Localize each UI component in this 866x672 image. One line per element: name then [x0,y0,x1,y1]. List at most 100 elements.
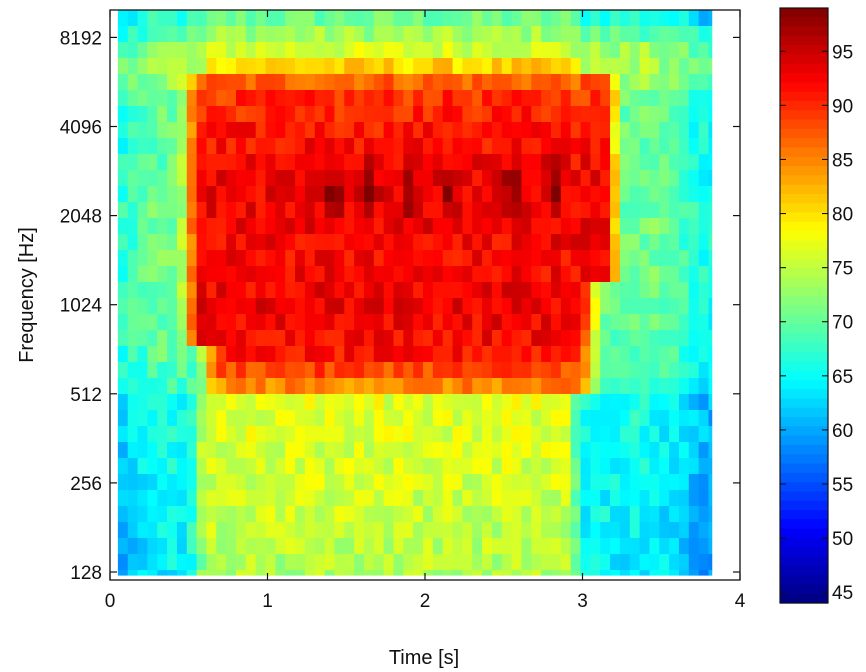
heatmap-cell [265,538,276,555]
heatmap-cell [531,458,542,475]
heatmap-cell [491,74,503,91]
heatmap-cell [206,378,217,395]
heatmap-cell [669,538,680,555]
heatmap-cell [137,394,148,411]
heatmap-cell [708,426,713,443]
heatmap-cell [659,458,670,475]
heatmap-cell [432,122,444,139]
heatmap-cell [472,106,483,123]
heatmap-cell [560,58,572,75]
heatmap-cell [482,74,493,91]
heatmap-cell [383,570,395,576]
heatmap-cell [403,298,414,315]
heatmap-cell [127,426,139,443]
heatmap-cell [285,266,296,283]
heatmap-cell [275,42,286,59]
heatmap-cell [472,394,483,411]
heatmap-cell [649,346,660,363]
heatmap-cell [137,10,148,27]
heatmap-cell [196,186,208,203]
heatmap-cell [442,394,454,411]
heatmap-cell [226,330,237,347]
heatmap-cell [196,266,208,283]
heatmap-cell [698,266,710,283]
heatmap-cell [206,282,217,299]
heatmap-cell [265,202,276,219]
heatmap-cell [354,106,365,123]
heatmap-cell [423,58,434,75]
heatmap-cell [511,138,523,155]
heatmap-cell [295,474,306,491]
heatmap-cell [363,218,375,235]
colorbar-segment [780,286,828,297]
heatmap-cell [600,106,611,123]
heatmap-cell [452,10,463,27]
heatmap-cell [354,314,365,331]
heatmap-cell [354,506,365,523]
heatmap-cell [127,138,139,155]
heatmap-cell [245,522,257,539]
heatmap-cell [393,474,404,491]
heatmap-cell [216,506,227,523]
heatmap-cell [639,378,651,395]
heatmap-cell [501,298,513,315]
heatmap-cell [403,202,414,219]
heatmap-cell [196,282,208,299]
heatmap-cell [176,298,188,315]
heatmap-cell [659,506,670,523]
heatmap-cell [649,42,660,59]
heatmap-cell [255,218,267,235]
heatmap-cell [304,298,316,315]
heatmap-cell [216,250,227,267]
heatmap-cell [344,394,355,411]
heatmap-cell [403,282,414,299]
heatmap-cell [383,346,395,363]
heatmap-cell [285,506,296,523]
heatmap-cell [688,506,700,523]
heatmap-cell [531,58,542,75]
heatmap-cell [147,42,158,59]
heatmap-cell [275,554,286,571]
heatmap-cell [669,42,680,59]
heatmap-cell [295,202,306,219]
heatmap-cell [354,186,365,203]
heatmap-cell [373,10,385,27]
heatmap-cell [304,138,316,155]
heatmap-cell [117,26,129,43]
heatmap-cell [245,74,257,91]
heatmap-cell [196,234,208,251]
heatmap-cell [393,282,404,299]
heatmap-cell [560,362,572,379]
heatmap-cell [511,378,523,395]
heatmap-cell [216,570,227,576]
heatmap-cell [383,26,395,43]
heatmap-cell [472,426,483,443]
heatmap-cell [393,538,404,555]
heatmap-cell [619,378,631,395]
colorbar-segment [780,268,828,279]
heatmap-cell [373,442,385,459]
heatmap-cell [413,442,424,459]
heatmap-cell [186,106,198,123]
heatmap-cell [491,554,503,571]
heatmap-cell [639,314,651,331]
heatmap-cell [491,538,503,555]
heatmap-cell [413,90,424,107]
heatmap-cell [570,26,582,43]
heatmap-cell [560,138,572,155]
heatmap-cell [137,266,148,283]
heatmap-cell [255,266,267,283]
heatmap-cell [236,330,247,347]
heatmap-cell [669,266,680,283]
heatmap-cell [708,330,713,347]
heatmap-cell [314,90,326,107]
heatmap-cell [137,282,148,299]
heatmap-cell [403,506,414,523]
heatmap-cell [354,170,365,187]
heatmap-cell [334,90,345,107]
heatmap-cell [708,570,713,576]
heatmap-cell [255,490,267,507]
heatmap-cell [580,74,591,91]
heatmap-cell [255,106,267,123]
